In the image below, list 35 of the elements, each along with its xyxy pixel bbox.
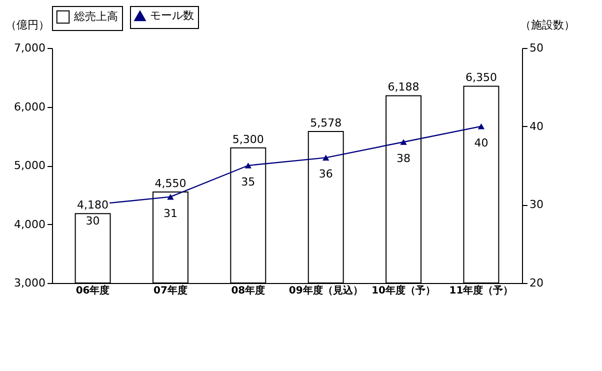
data-label: 35: [241, 176, 256, 188]
x-tick-label: 08年度: [231, 284, 266, 296]
y-axis-title: （億円）: [6, 18, 50, 32]
y2-tick-label: 20: [530, 276, 544, 290]
y2-tick-label: 50: [530, 42, 544, 54]
data-label: 4,550: [154, 176, 186, 190]
data-label: 30: [86, 214, 100, 228]
point: [400, 139, 407, 145]
point: [244, 162, 252, 168]
y2-tick-label: 40: [530, 120, 544, 133]
data-label: 6,350: [465, 71, 497, 84]
y-tick-label: 3,000: [14, 276, 46, 290]
y-tick-label: 7,000: [14, 42, 46, 54]
legend-label: モール数: [150, 9, 194, 22]
x-tick-label: 11年度（予）: [449, 284, 514, 296]
data-label: 6,188: [388, 80, 420, 94]
point: [167, 194, 174, 200]
data-label: 5,578: [310, 116, 342, 130]
y-tick-label: 6,000: [14, 100, 46, 114]
y2-tick-label: 30: [530, 198, 544, 212]
legend-label: 総売上高: [73, 10, 118, 23]
y-tick-label: 4,000: [14, 218, 46, 231]
data-label: 31: [163, 206, 178, 220]
data-label: 5,300: [232, 132, 264, 146]
y-tick-label: 5,000: [14, 159, 46, 172]
data-label: 38: [396, 152, 411, 165]
x-tick-label: 10年度（予）: [372, 284, 436, 296]
x-tick-label: 06年度: [76, 284, 110, 296]
data-label: 40: [474, 136, 488, 150]
data-label: 36: [318, 168, 333, 181]
x-tick-label: 07年度: [154, 284, 188, 296]
point: [478, 123, 485, 130]
x-tick-label: 09年度（見込）: [288, 284, 363, 296]
point: [322, 154, 330, 161]
y2-axis-title: （施設数）: [520, 18, 575, 32]
